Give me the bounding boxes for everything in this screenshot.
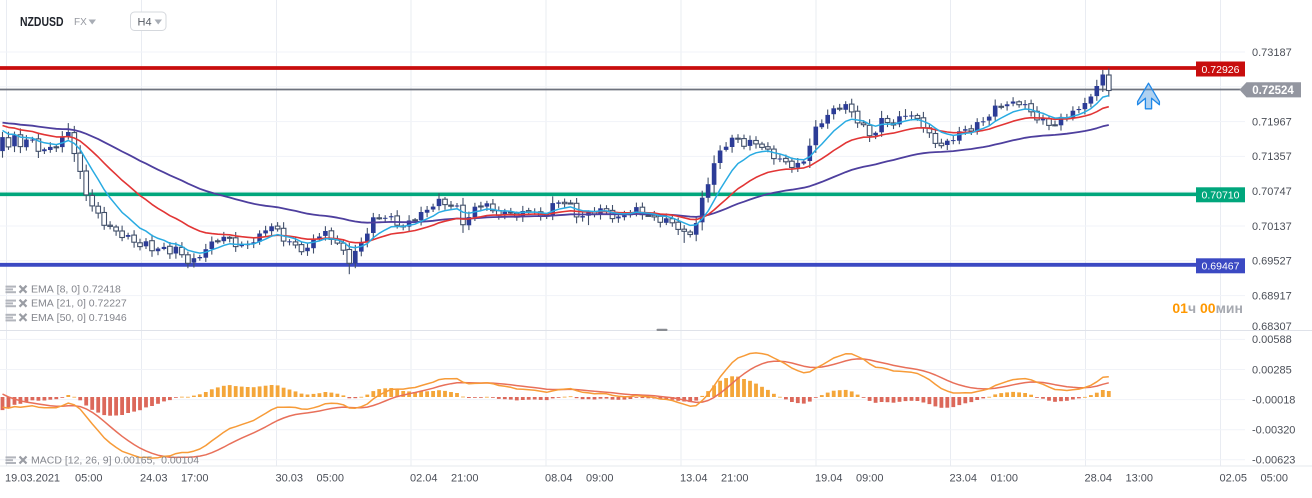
svg-text:0.70747: 0.70747 [1252, 186, 1292, 198]
svg-text:23.04: 23.04 [950, 473, 978, 485]
svg-text:0.68917: 0.68917 [1252, 290, 1292, 302]
svg-text:24.03: 24.03 [140, 473, 168, 485]
svg-text:05:00: 05:00 [75, 473, 103, 485]
svg-text:28.04: 28.04 [1085, 473, 1113, 485]
svg-text:08.04: 08.04 [545, 473, 573, 485]
svg-text:0.71967: 0.71967 [1252, 116, 1292, 128]
svg-text:0.69467: 0.69467 [1202, 261, 1240, 273]
svg-text:01ч 00мин: 01ч 00мин [1172, 300, 1243, 316]
svg-text:09:00: 09:00 [856, 473, 884, 485]
svg-text:02.04: 02.04 [410, 473, 438, 485]
svg-text:EMA [21, 0] 0.72227: EMA [21, 0] 0.72227 [31, 298, 127, 310]
svg-text:0.70137: 0.70137 [1252, 221, 1292, 233]
svg-text:0.73187: 0.73187 [1252, 47, 1292, 59]
svg-text:-0.00018: -0.00018 [1252, 394, 1295, 406]
svg-text:0.69527: 0.69527 [1252, 256, 1292, 268]
svg-text:17:00: 17:00 [181, 473, 209, 485]
svg-text:19.03.2021: 19.03.2021 [5, 473, 60, 485]
svg-text:05:00: 05:00 [1261, 473, 1289, 485]
svg-text:0.00588: 0.00588 [1252, 334, 1292, 346]
svg-text:MACD [12, 26, 9] 0.00165, 0.0: MACD [12, 26, 9] 0.00165, 0.00104 [31, 455, 199, 467]
svg-text:30.03: 30.03 [276, 473, 304, 485]
svg-text:0.70710: 0.70710 [1202, 190, 1240, 202]
svg-text:02.05: 02.05 [1220, 473, 1248, 485]
svg-text:09:00: 09:00 [586, 473, 614, 485]
svg-text:H4: H4 [138, 17, 152, 29]
svg-text:13.04: 13.04 [680, 473, 708, 485]
svg-text:-0.00623: -0.00623 [1252, 455, 1295, 467]
svg-text:EMA [50, 0] 0.71946: EMA [50, 0] 0.71946 [31, 312, 127, 324]
svg-text:19.04: 19.04 [815, 473, 843, 485]
svg-text:-0.00320: -0.00320 [1252, 425, 1295, 437]
svg-text:21:00: 21:00 [451, 473, 479, 485]
svg-text:NZDUSD: NZDUSD [20, 14, 64, 29]
svg-text:05:00: 05:00 [317, 473, 345, 485]
svg-text:13:00: 13:00 [1126, 473, 1154, 485]
svg-text:21:00: 21:00 [721, 473, 749, 485]
svg-text:0.71357: 0.71357 [1252, 151, 1292, 163]
svg-text:FX: FX [74, 17, 87, 28]
svg-text:0.72926: 0.72926 [1202, 64, 1240, 76]
svg-text:EMA [8, 0] 0.72418: EMA [8, 0] 0.72418 [31, 284, 121, 296]
svg-text:0.00285: 0.00285 [1252, 364, 1292, 376]
svg-text:01:00: 01:00 [991, 473, 1019, 485]
svg-text:0.72524: 0.72524 [1252, 85, 1294, 97]
svg-text:0.68307: 0.68307 [1252, 321, 1292, 333]
